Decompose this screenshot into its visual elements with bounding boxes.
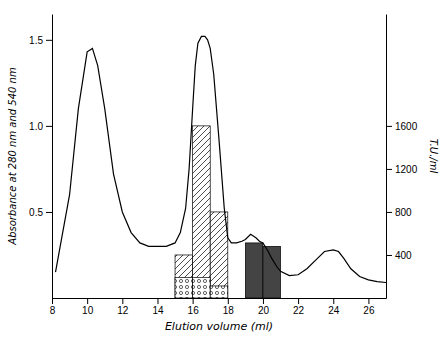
chart: 8 10 12 14 16 18 20 22 24 26 0.5 1.0 1.5 400 800 1200 16…: [0, 0, 442, 338]
tick: 24: [328, 298, 340, 316]
tick-label: 10: [82, 305, 94, 316]
y-axis: 0.5 1.0 1.5: [29, 15, 52, 299]
axis-line: [53, 298, 387, 299]
tick-mark: [193, 298, 194, 304]
tick-mark: [52, 298, 53, 304]
tick-label: 14: [152, 305, 164, 316]
tick-mark: [386, 255, 392, 256]
tick: 1200: [386, 164, 418, 175]
bar: [193, 277, 211, 298]
tick: 14: [152, 298, 164, 316]
tick-mark: [386, 169, 392, 170]
tick-label: 22: [293, 305, 305, 316]
y-axis-title: Absorbance at 280 nm and 540 nm: [7, 67, 18, 246]
x-axis: 8 10 12 14 16 18 20 22 24 26: [50, 298, 387, 316]
tick-mark: [228, 298, 229, 304]
tick-label: 12: [117, 305, 129, 316]
tick-label: 16: [188, 305, 200, 316]
tick: 8: [50, 298, 56, 316]
bar: [210, 212, 228, 298]
y2-axis: 400 800 1200 1600: [386, 15, 418, 299]
tick: 0.5: [29, 207, 52, 218]
tick: 18: [223, 298, 235, 316]
tick-label: 1.5: [29, 35, 43, 46]
tick-label: 18: [223, 305, 235, 316]
tick: 10: [82, 298, 94, 316]
bar-series: [245, 243, 280, 298]
tick-label: 1.0: [29, 121, 43, 132]
bar: [175, 277, 193, 298]
tick-mark: [333, 298, 334, 304]
line: [56, 36, 386, 282]
tick-mark: [386, 212, 392, 213]
bar: [175, 255, 193, 298]
x-axis-title: Elution volume (ml): [165, 320, 273, 333]
tick-label: 1600: [395, 121, 418, 132]
tick: 26: [363, 298, 375, 316]
bar: [263, 246, 281, 298]
tick-mark: [46, 126, 52, 127]
bar: [245, 243, 263, 298]
tick: 22: [293, 298, 305, 316]
tick-label: 400: [395, 250, 412, 261]
tick: 20: [258, 298, 270, 316]
tick: 1600: [386, 121, 418, 132]
tick: 16: [188, 298, 200, 316]
axis-line: [52, 15, 53, 299]
tick-label: 8: [50, 305, 56, 316]
tick-mark: [46, 40, 52, 41]
tick-mark: [46, 212, 52, 213]
tick-label: 26: [363, 305, 375, 316]
tick-mark: [122, 298, 123, 304]
plot-area: 8 10 12 14 16 18 20 22 24 26 0.5 1.0 1.5 400 800 1200 16…: [7, 15, 439, 334]
tick-label: 24: [328, 305, 340, 316]
tick: 800: [386, 207, 412, 218]
tick-mark: [386, 126, 392, 127]
tick-label: 0.5: [29, 207, 43, 218]
tick-mark: [263, 298, 264, 304]
bar-series: [175, 277, 228, 298]
tick-mark: [87, 298, 88, 304]
marks: [56, 36, 386, 298]
tick-label: 1200: [395, 164, 418, 175]
tick-mark: [298, 298, 299, 304]
tick-label: 800: [395, 207, 412, 218]
y2-axis-title: T.U./ml: [428, 139, 439, 174]
bar: [210, 286, 228, 298]
bar: [193, 126, 211, 298]
tick: 400: [386, 250, 412, 261]
tick: 1.0: [29, 121, 52, 132]
tick-label: 20: [258, 305, 270, 316]
tick-mark: [157, 298, 158, 304]
tick: 1.5: [29, 35, 52, 46]
tick: 12: [117, 298, 129, 316]
tick-mark: [368, 298, 369, 304]
